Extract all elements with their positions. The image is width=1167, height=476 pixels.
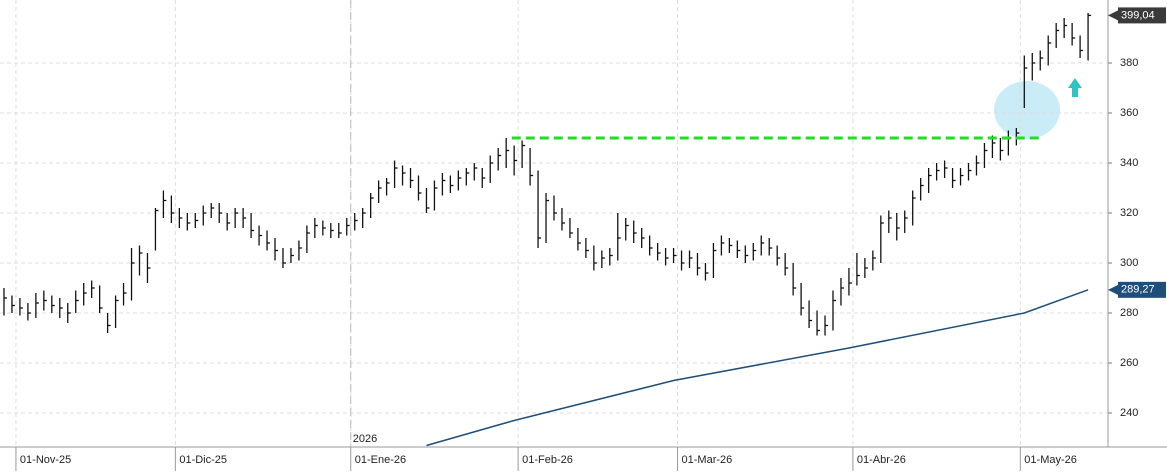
moving-average	[426, 289, 1089, 447]
y-tick-label: 260	[1120, 357, 1138, 369]
x-tick-label: 01-May-26	[1024, 454, 1077, 466]
y-tick-label: 320	[1120, 207, 1138, 219]
x-tick-label: 01-Feb-26	[522, 454, 573, 466]
y-tick-label: 240	[1120, 407, 1138, 419]
x-tick-label: 01-Mar-26	[682, 454, 733, 466]
up-arrow	[1068, 78, 1082, 97]
last-price-box	[1118, 281, 1166, 298]
x-tick-label: 01-Nov-25	[20, 454, 71, 466]
x-tick-label: 01-Dic-25	[179, 454, 227, 466]
last-price-label: 289,27	[1121, 284, 1155, 296]
last-price-label: 399,04	[1121, 9, 1155, 21]
y-tick-label: 380	[1120, 57, 1138, 69]
highlight-ellipse	[994, 81, 1060, 139]
last-price-pointer	[1108, 284, 1118, 295]
x-tick-label: 01-Abr-26	[857, 454, 906, 466]
y-tick-label: 340	[1120, 157, 1138, 169]
y-tick-label: 300	[1120, 257, 1138, 269]
y-tick-label: 280	[1120, 307, 1138, 319]
last-price-box	[1118, 7, 1166, 24]
x-tick-label: 01-Ene-26	[355, 454, 406, 466]
last-price-pointer	[1108, 10, 1118, 21]
year-label: 2026	[353, 433, 377, 445]
y-tick-label: 360	[1120, 107, 1138, 119]
